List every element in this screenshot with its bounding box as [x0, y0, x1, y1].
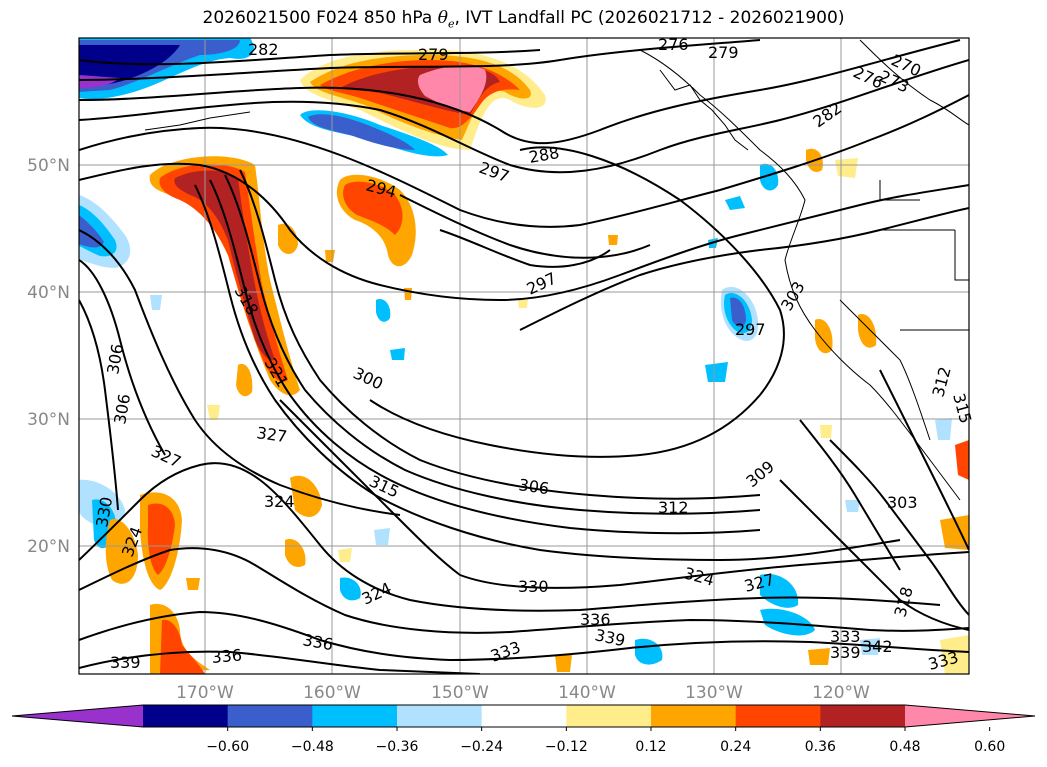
contour-label: 339: [110, 653, 141, 672]
contour-label: 336: [211, 645, 243, 667]
contour-label: 303: [887, 493, 918, 512]
colorbar-tick-label: −0.36: [376, 739, 419, 755]
title-prefix: 2026021500 F024 850 hPa: [202, 8, 438, 28]
contour-label: 279: [708, 43, 739, 62]
colorbar-tick-label: 0.48: [889, 739, 920, 755]
colorbar-outline: [11, 704, 1036, 728]
colorbar-segment: [820, 705, 906, 727]
colorbar-tick-label: 0.36: [805, 739, 836, 755]
contour-label: 297: [735, 320, 766, 339]
map-area: [79, 38, 969, 674]
coastlines: [144, 39, 969, 501]
lon-label: 160°W: [303, 683, 361, 703]
colorbar: −0.60 −0.48 −0.36 −0.24 −0.12 0.12 0.24 0.36 0.4…: [11, 704, 1036, 755]
colorbar-segment: [735, 705, 821, 727]
contour-label: 339: [830, 643, 861, 662]
contour-label: 327: [255, 423, 288, 446]
lon-label: 140°W: [558, 683, 616, 703]
colorbar-extend-high: [905, 705, 1035, 727]
colorbar-tick-label: −0.48: [291, 739, 334, 755]
map-frame: [78, 37, 970, 675]
colorbar-tick-label: 0.24: [720, 739, 751, 755]
contour-label: 306: [517, 475, 550, 498]
colorbar-segment: [481, 705, 567, 727]
colorbar-segment: [651, 705, 737, 727]
contours: [79, 39, 969, 674]
contour-label: 330: [518, 577, 549, 596]
contour-label: 312: [658, 498, 689, 517]
plot-title: 2026021500 F024 850 hPa θe, IVT Landfall…: [0, 8, 1047, 30]
colorbar-segment: [227, 705, 313, 727]
colorbar-tick-label: −0.60: [206, 739, 249, 755]
longitude-labels: 170°W 160°W 150°W 140°W 130°W 120°W: [176, 683, 870, 703]
colorbar-tick-label: 0.60: [974, 739, 1005, 755]
graticule: [79, 38, 969, 674]
title-var-sub: e: [447, 17, 455, 31]
colorbar-tick-label: 0.12: [635, 739, 666, 755]
lat-label: 40°N: [27, 283, 70, 303]
colorbar-tick-label: −0.24: [460, 739, 503, 755]
colorbar-tick-label: −0.12: [545, 739, 588, 755]
colorbar-segment: [566, 705, 652, 727]
contour-label: 336: [580, 610, 611, 629]
colorbar-segment: [397, 705, 483, 727]
lon-label: 120°W: [812, 683, 870, 703]
contour-label: 342: [862, 637, 893, 656]
latitude-labels: 50°N 40°N 30°N 20°N: [27, 156, 70, 557]
lat-label: 30°N: [27, 410, 70, 430]
contour-label: 333: [830, 627, 861, 646]
colorbar-segment: [312, 705, 398, 727]
lon-label: 130°W: [685, 683, 743, 703]
contour-label: 324: [264, 492, 295, 511]
title-suffix: , IVT Landfall PC (2026021712 - 20260219…: [454, 8, 845, 28]
contour-label: 279: [418, 45, 449, 64]
lat-label: 50°N: [27, 156, 70, 176]
contour-label: 282: [248, 40, 279, 59]
colorbar-extend-low: [12, 705, 143, 727]
lat-label: 20°N: [27, 537, 70, 557]
lon-label: 170°W: [176, 683, 234, 703]
lon-label: 150°W: [431, 683, 489, 703]
title-var-symbol: θ: [437, 8, 448, 28]
colorbar-segment: [143, 705, 229, 727]
contour-label: 276: [658, 35, 689, 54]
